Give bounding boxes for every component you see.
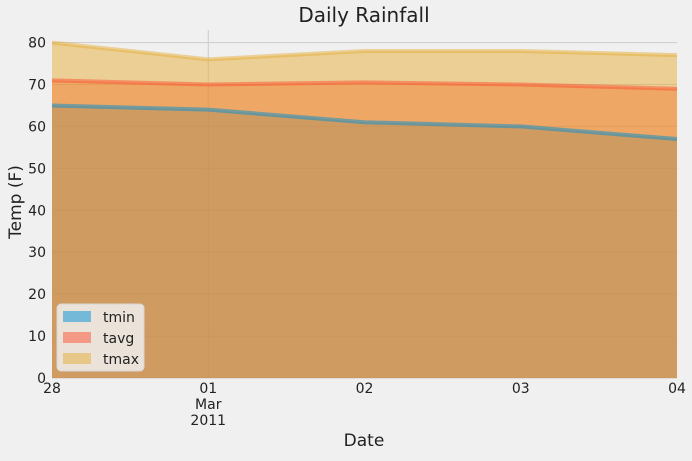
legend: tmin tavg tmax	[56, 303, 145, 372]
y-tick-label: 40	[28, 203, 46, 219]
plot-areas	[52, 42, 677, 379]
tmax-area	[52, 42, 677, 379]
tmax-line	[51, 40, 678, 62]
y-tick-label: 70	[28, 78, 46, 94]
y-tick-label: 10	[28, 329, 46, 345]
x-tick-label: 03	[512, 381, 530, 397]
legend-label-tmax: tmax	[103, 352, 139, 368]
y-axis-label: Temp (F)	[6, 165, 26, 240]
y-tick-label: 30	[28, 245, 46, 261]
y-tick-label: 50	[28, 161, 46, 177]
y-axis-ticks: 0 10 20 30 40 50 60 70 80	[28, 36, 46, 387]
y-tick-label: 80	[28, 36, 46, 52]
x-tick-label: 04	[668, 381, 686, 397]
chart-title: Daily Rainfall	[298, 3, 429, 27]
x-tick-sublabel: 2011	[190, 413, 226, 429]
x-tick-label: 28	[43, 381, 61, 397]
x-tick-label: 01	[199, 381, 217, 397]
legend-swatch-tmin	[63, 311, 91, 322]
legend-label-tavg: tavg	[103, 331, 134, 347]
x-axis-label: Date	[344, 431, 385, 451]
x-tick-label: 02	[356, 381, 374, 397]
plot-lines	[51, 40, 678, 142]
y-tick-label: 20	[28, 287, 46, 303]
legend-swatch-tavg	[63, 332, 91, 343]
y-tick-label: 60	[28, 119, 46, 135]
x-tick-sublabel: Mar	[195, 397, 222, 413]
tavg-line	[51, 78, 678, 91]
legend-label-tmin: tmin	[103, 310, 135, 326]
y-tick-label: 0	[37, 371, 46, 387]
legend-swatch-tmax	[63, 353, 91, 364]
tmin-line	[51, 103, 678, 142]
